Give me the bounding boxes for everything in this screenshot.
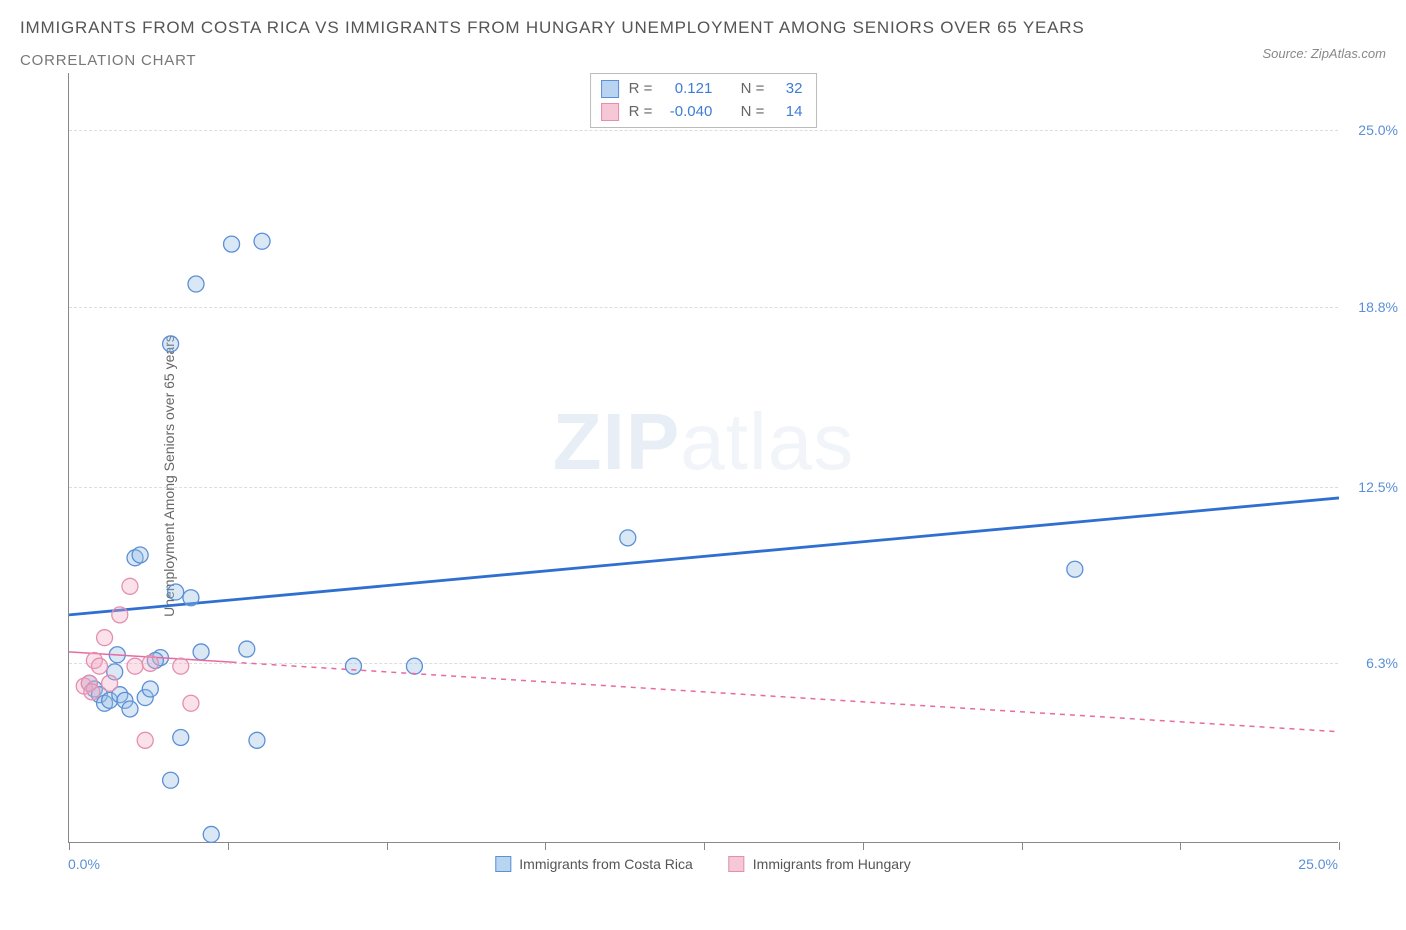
legend-label: Immigrants from Hungary	[753, 856, 911, 872]
chart-container: Unemployment Among Seniors over 65 years…	[48, 73, 1386, 879]
chart-subtitle: CORRELATION CHART	[20, 52, 1386, 69]
data-point	[406, 658, 422, 674]
x-tick-max: 25.0%	[1298, 856, 1338, 872]
legend-swatch	[601, 80, 619, 98]
data-point	[188, 276, 204, 292]
data-point	[173, 729, 189, 745]
legend-swatch	[601, 103, 619, 121]
x-tick-min: 0.0%	[68, 856, 100, 872]
stats-legend-row: R = 0.121 N = 32	[601, 78, 803, 101]
data-point	[620, 530, 636, 546]
data-point	[239, 641, 255, 657]
trend-line	[69, 498, 1339, 615]
y-tick-label: 6.3%	[1366, 655, 1398, 671]
y-tick-label: 18.8%	[1358, 299, 1398, 315]
plot-area: R =0.121 N =32R =-0.040 N =14 ZIPatlas 6…	[68, 73, 1338, 843]
r-value: 0.121	[662, 78, 712, 101]
source-attribution: Source: ZipAtlas.com	[1262, 46, 1386, 61]
x-tick	[1339, 842, 1340, 850]
chart-title: IMMIGRANTS FROM COSTA RICA VS IMMIGRANTS…	[20, 18, 1386, 38]
data-point	[249, 732, 265, 748]
stats-legend-row: R = -0.040 N = 14	[601, 101, 803, 124]
data-point	[102, 675, 118, 691]
data-point	[163, 772, 179, 788]
data-point	[1067, 561, 1083, 577]
chart-header: IMMIGRANTS FROM COSTA RICA VS IMMIGRANTS…	[20, 18, 1386, 69]
data-point	[84, 684, 100, 700]
data-point	[142, 655, 158, 671]
legend-label: Immigrants from Costa Rica	[519, 856, 692, 872]
legend-item: Immigrants from Hungary	[729, 856, 911, 872]
data-point	[122, 701, 138, 717]
r-label: R =	[629, 78, 653, 101]
n-label: N =	[741, 78, 765, 101]
data-point	[132, 547, 148, 563]
data-point	[183, 590, 199, 606]
data-point	[91, 658, 107, 674]
y-tick-label: 12.5%	[1358, 479, 1398, 495]
legend-swatch	[729, 856, 745, 872]
r-label: R =	[629, 101, 653, 124]
data-point	[224, 236, 240, 252]
data-point	[345, 658, 361, 674]
r-value: -0.040	[662, 101, 712, 124]
data-point	[183, 695, 199, 711]
x-axis-row: 0.0% Immigrants from Costa RicaImmigrant…	[68, 849, 1338, 879]
data-point	[163, 336, 179, 352]
source-prefix: Source:	[1262, 46, 1310, 61]
series-legend: Immigrants from Costa Rica Immigrants fro…	[495, 856, 910, 872]
data-point	[142, 681, 158, 697]
trend-line	[232, 662, 1339, 732]
n-label: N =	[741, 101, 765, 124]
plot-svg	[69, 73, 1339, 843]
data-point	[137, 732, 153, 748]
data-point	[97, 630, 113, 646]
data-point	[203, 826, 219, 842]
legend-swatch	[495, 856, 511, 872]
data-point	[127, 658, 143, 674]
legend-item: Immigrants from Costa Rica	[495, 856, 692, 872]
source-name: ZipAtlas.com	[1311, 46, 1386, 61]
data-point	[193, 644, 209, 660]
n-value: 14	[774, 101, 802, 124]
data-point	[254, 233, 270, 249]
data-point	[112, 607, 128, 623]
data-point	[168, 584, 184, 600]
y-tick-label: 25.0%	[1358, 122, 1398, 138]
data-point	[173, 658, 189, 674]
data-point	[122, 578, 138, 594]
stats-legend: R = 0.121 N = 32 R = -0.040 N = 14	[590, 73, 818, 128]
n-value: 32	[774, 78, 802, 101]
